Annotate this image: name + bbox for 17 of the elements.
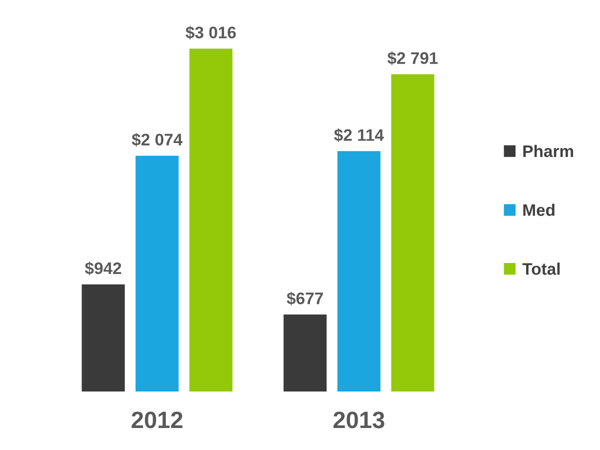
bar	[189, 48, 232, 392]
data-label: $942	[84, 262, 122, 276]
bar	[136, 156, 179, 392]
legend-label: Pharm	[523, 144, 574, 158]
x-tick-label: 2013	[333, 412, 384, 428]
data-label: $2 791	[387, 51, 438, 66]
bar	[337, 151, 380, 392]
data-label: $2 114	[334, 128, 384, 142]
legend-label: Med	[523, 204, 554, 216]
bar	[284, 314, 327, 392]
bar	[82, 284, 125, 392]
data-label: $3 016	[186, 26, 236, 40]
x-tick-label: 2012	[132, 412, 182, 428]
legend-label: Total	[522, 262, 560, 275]
bar	[391, 74, 434, 392]
data-label: $677	[286, 292, 323, 306]
data-label: $2 074	[132, 132, 182, 147]
